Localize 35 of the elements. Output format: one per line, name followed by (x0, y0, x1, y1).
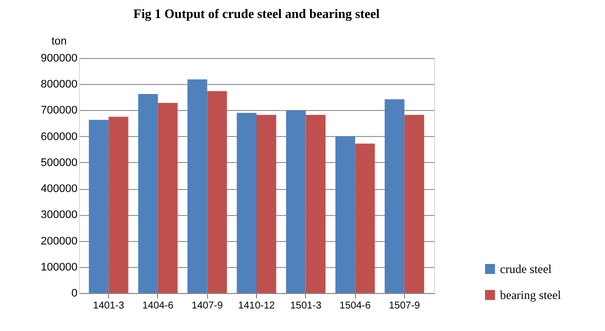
y-tick-label: 800000 (40, 78, 78, 91)
x-tick-label: 1401-3 (93, 300, 125, 312)
x-tick-label: 1504-6 (340, 300, 372, 312)
bar (256, 114, 276, 293)
legend-label: crude steel (500, 262, 552, 276)
y-tick-label: 0 (71, 288, 78, 300)
bar (355, 144, 375, 293)
y-tick-label: 500000 (40, 156, 78, 169)
bar (207, 91, 227, 293)
y-axis-title: ton (52, 36, 67, 48)
bar (187, 79, 208, 293)
y-tick-label: 900000 (40, 52, 78, 64)
bar (306, 114, 326, 293)
x-tick-label: 1410-12 (238, 300, 276, 312)
y-tick-label: 300000 (40, 209, 78, 222)
bar (138, 94, 158, 293)
bar (384, 99, 404, 293)
y-tick-label: 400000 (40, 183, 78, 196)
y-tick-label: 100000 (40, 261, 78, 274)
y-tick-label: 200000 (40, 235, 78, 248)
x-tick-label: 1507-9 (388, 300, 420, 312)
x-tick-label: 1501-3 (290, 300, 322, 312)
bar (158, 102, 178, 293)
legend-label: bearing steel (500, 288, 562, 302)
x-tick-label: 1407-9 (192, 300, 224, 312)
chart-title: Fig 1 Output of crude steel and bearing steel (133, 6, 380, 21)
y-tick-label: 600000 (40, 130, 78, 143)
bar (404, 114, 424, 293)
bar (335, 136, 356, 293)
bar (236, 112, 256, 293)
bar (88, 120, 109, 293)
bar (108, 116, 128, 293)
y-tick-label: 700000 (40, 104, 78, 117)
x-tick-label: 1404-6 (142, 300, 174, 312)
bar (286, 110, 306, 293)
